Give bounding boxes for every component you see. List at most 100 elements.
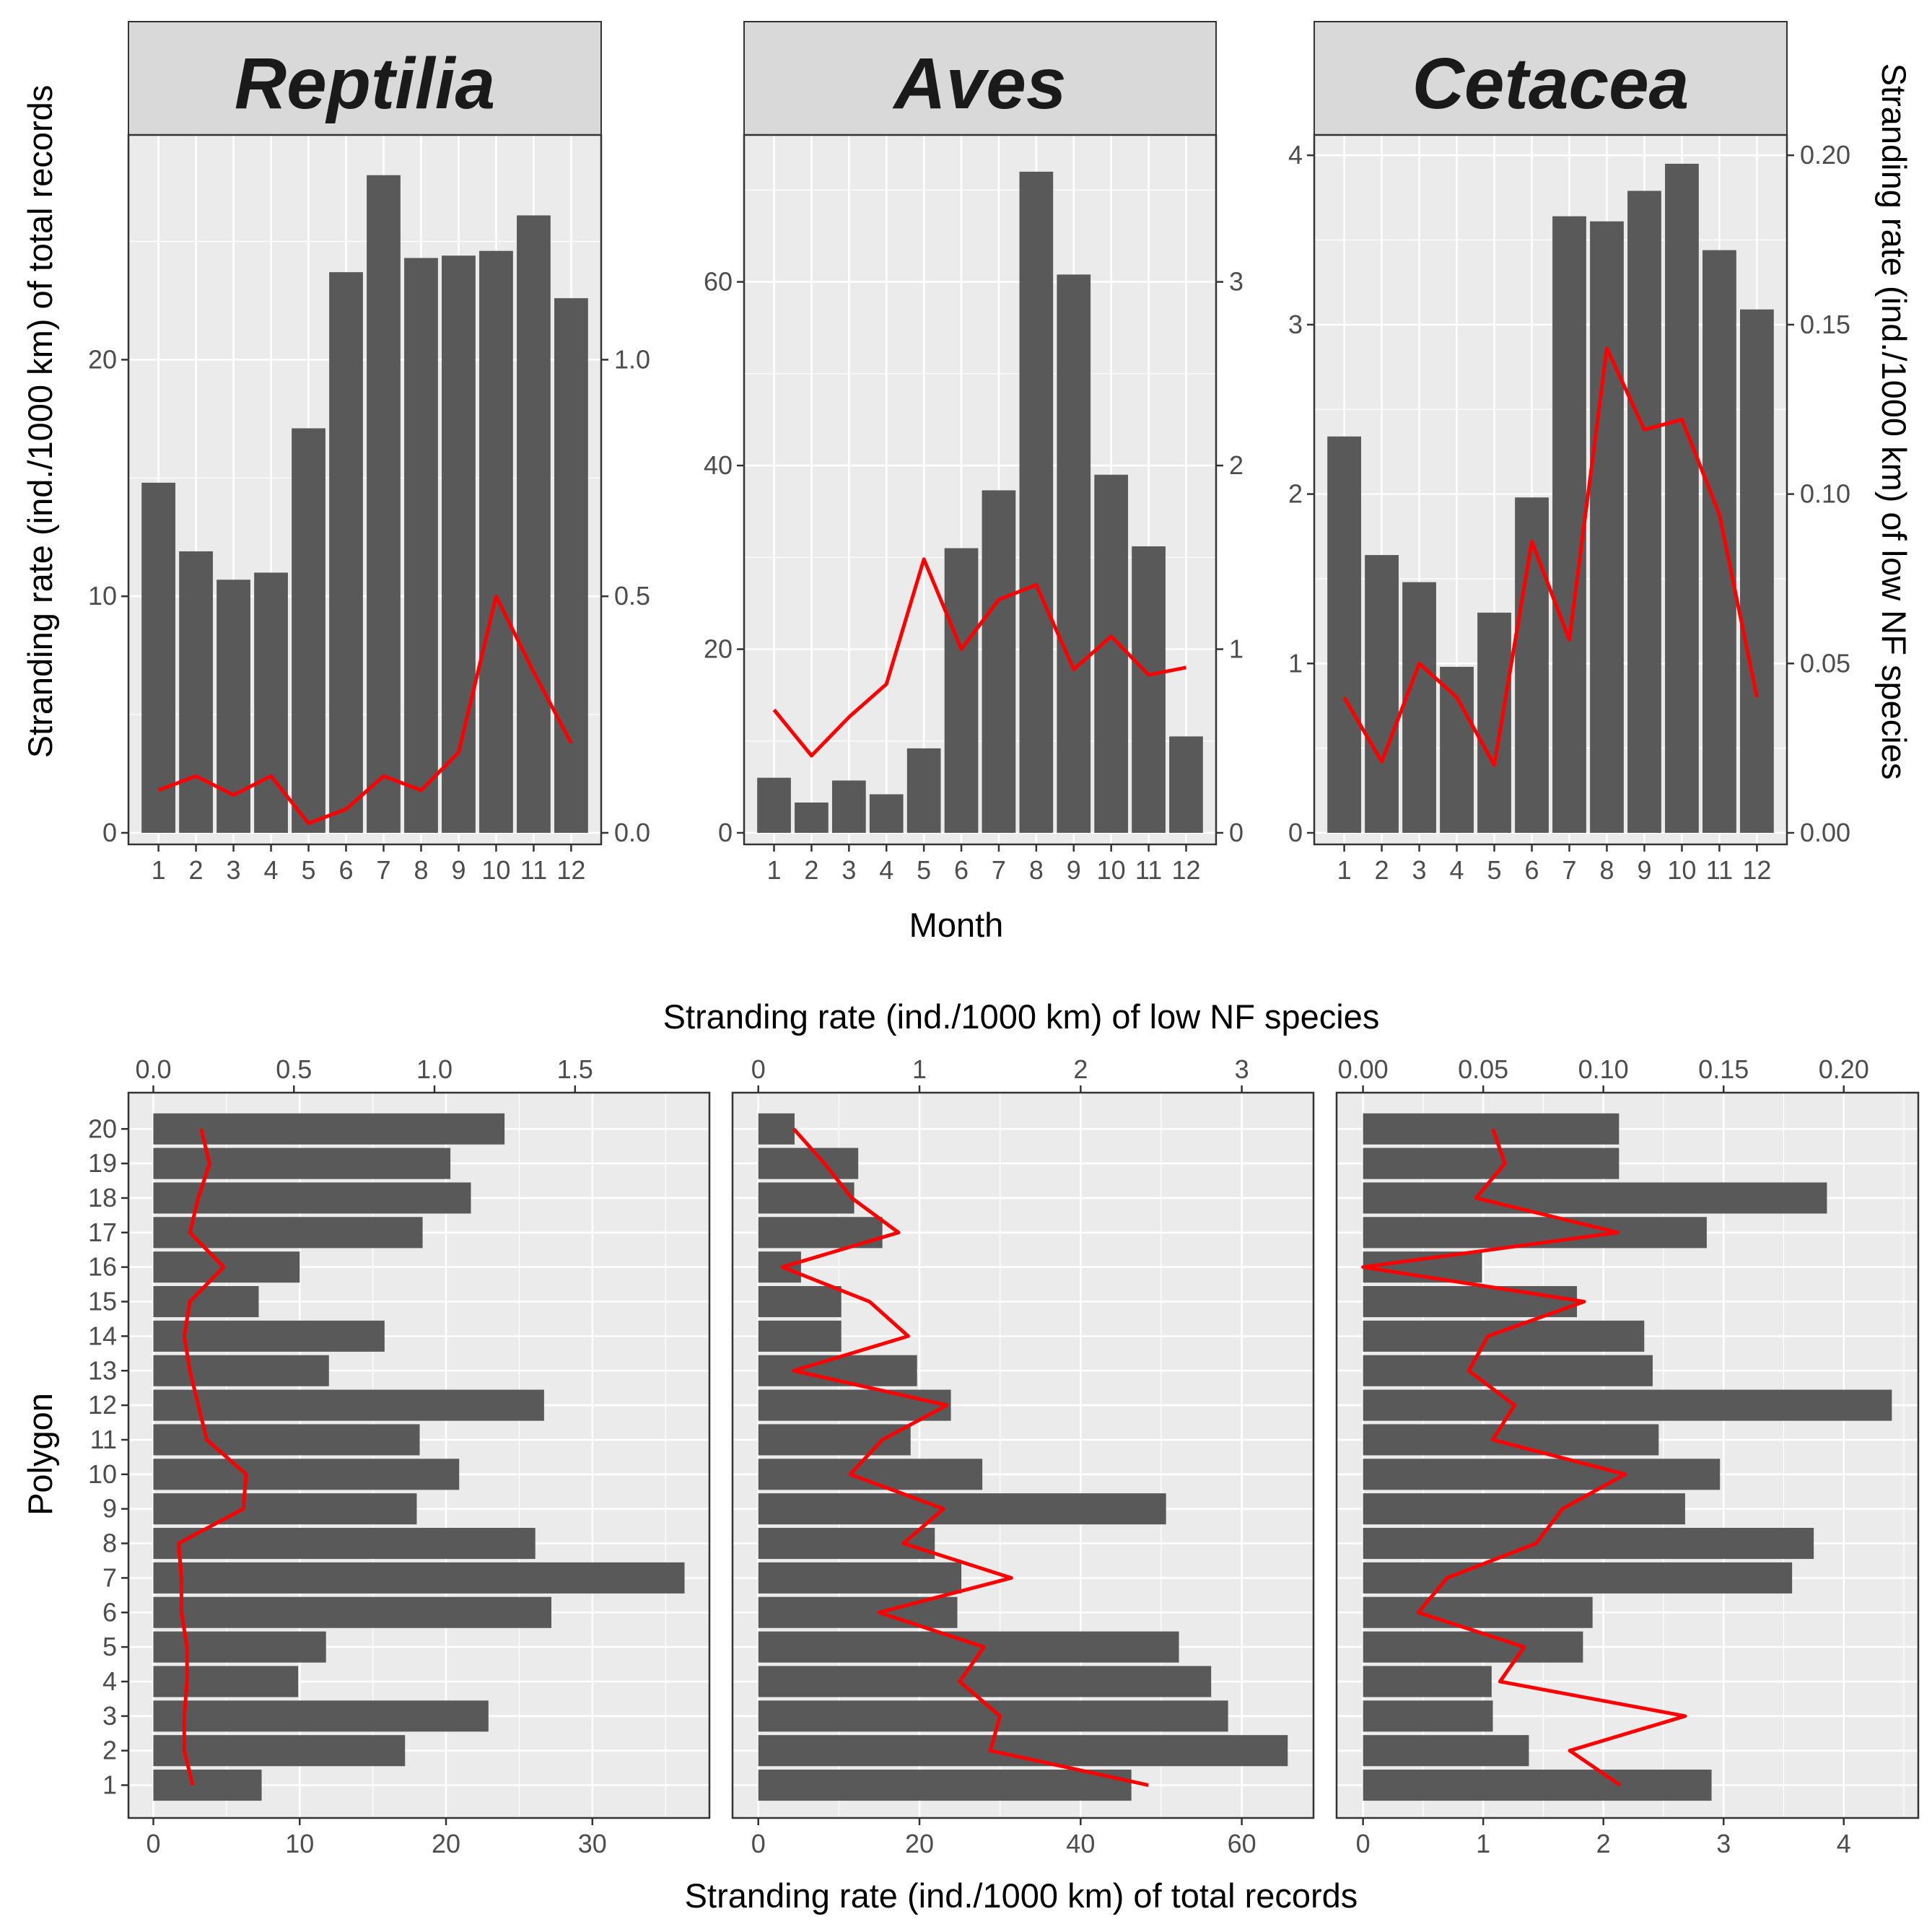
y-tick-label: 4	[102, 1666, 117, 1696]
panel-border	[127, 134, 603, 846]
polygon-panel-3: 0 1 2 3 4 0.00 0.05 0.10 0.15 0.20	[1335, 1054, 1920, 1858]
bar-polygon-9	[153, 1493, 417, 1525]
bar-month-7	[982, 490, 1016, 833]
bar-month-3	[831, 780, 866, 833]
x2-tick-label: 3	[1235, 1054, 1249, 1084]
y-tick-label: 0	[1288, 818, 1303, 847]
x-tick-label: 7	[992, 855, 1006, 885]
y2-tick-label: 1	[1229, 634, 1243, 664]
bar-month-7	[1552, 216, 1586, 834]
y2-tick-label: 3	[1229, 267, 1243, 297]
y-tick-label: 19	[88, 1148, 117, 1178]
y-tick-label: 10	[88, 1459, 117, 1489]
x-tick-label: 12	[1742, 855, 1771, 885]
x-tick-label: 0	[146, 1829, 160, 1858]
x-tick-label: 40	[1066, 1829, 1095, 1858]
y2-tick-label: 0.00	[1800, 818, 1850, 847]
bar-polygon-11	[758, 1424, 911, 1456]
x-tick-label: 0	[1356, 1829, 1371, 1858]
bar-polygon-7	[758, 1562, 962, 1594]
y2-tick-label: 0.15	[1800, 310, 1850, 339]
panel-title: Cetacea	[1412, 43, 1690, 124]
y-tick-label: 20	[704, 634, 733, 664]
bar-month-12	[1740, 309, 1774, 833]
x-tick-label: 10	[285, 1829, 314, 1858]
x-tick-label: 10	[481, 855, 510, 885]
bar-month-10	[479, 250, 513, 833]
panel-strip	[1314, 21, 1788, 136]
x2-tick-label: 1.5	[557, 1054, 593, 1084]
y-tick-label: 3	[102, 1701, 117, 1731]
x2-tick-label: 0.05	[1458, 1054, 1508, 1084]
bar-polygon-1	[153, 1770, 262, 1801]
bar-month-11	[1702, 250, 1736, 833]
bar-polygon-2	[1363, 1735, 1529, 1767]
bar-polygon-15	[1363, 1286, 1578, 1318]
y-tick-label: 2	[102, 1736, 117, 1765]
x-tick-label: 3	[227, 855, 241, 885]
bar-polygon-11	[1363, 1424, 1659, 1456]
bar-polygon-15	[758, 1286, 842, 1318]
bar-month-3	[1402, 582, 1436, 833]
y-tick-label: 17	[88, 1218, 117, 1247]
x2-tick-label: 0	[751, 1054, 766, 1084]
y-tick-label: 0	[102, 818, 117, 847]
y-tick-label: 40	[704, 450, 733, 480]
bar-polygon-7	[1363, 1562, 1793, 1594]
x2-tick-label: 0.5	[276, 1054, 312, 1084]
panel-border	[743, 134, 1218, 846]
bar-polygon-15	[153, 1286, 259, 1318]
x-tick-label: 9	[1067, 855, 1081, 885]
low-nf-line	[1342, 346, 1759, 767]
polygon-panel-2: 0 20 40 60 0 1 2 3	[731, 1054, 1315, 1858]
bar-polygon-12	[153, 1389, 544, 1421]
bar-month-6	[329, 272, 363, 833]
bar-polygon-9	[1363, 1493, 1685, 1525]
x-tick-label: 6	[954, 855, 969, 885]
bar-polygon-5	[1363, 1631, 1583, 1663]
y-tick-label: 13	[88, 1355, 117, 1385]
bar-polygon-10	[758, 1459, 983, 1490]
bar-polygon-18	[1363, 1182, 1827, 1214]
x-tick-label: 4	[1450, 855, 1464, 885]
panel-border	[127, 1091, 711, 1819]
bar-polygon-2	[153, 1735, 406, 1767]
y-tick-label: 2	[1288, 479, 1303, 509]
x-tick-label: 1	[1337, 855, 1352, 885]
bar-polygon-5	[758, 1631, 1179, 1663]
bar-polygon-11	[153, 1424, 420, 1456]
y-tick-label: 20	[88, 1114, 117, 1143]
bar-polygon-1	[758, 1770, 1132, 1801]
bar-polygon-13	[1363, 1355, 1653, 1386]
panel-border	[1313, 134, 1788, 846]
y-tick-label: 0	[718, 818, 733, 847]
y-tick-label: 9	[102, 1494, 117, 1524]
bar-polygon-10	[153, 1459, 460, 1490]
x2-tick-label: 1.0	[416, 1054, 453, 1084]
x-tick-label: 7	[376, 855, 390, 885]
y-tick-label: 1	[102, 1770, 117, 1800]
bar-month-10	[1665, 163, 1699, 833]
x-tick-label: 9	[451, 855, 465, 885]
x-tick-label: 3	[1716, 1829, 1731, 1858]
bar-month-1	[757, 777, 791, 833]
x2-tick-label: 0.20	[1819, 1054, 1869, 1084]
x-tick-label: 2	[1596, 1829, 1611, 1858]
low-nf-line	[1361, 1128, 1687, 1787]
y2-tick-label: 0	[1229, 818, 1243, 847]
bar-month-8	[404, 258, 438, 833]
y-tick-label: 16	[88, 1252, 117, 1282]
bar-month-10	[1094, 474, 1129, 833]
bar-polygon-5	[153, 1631, 326, 1663]
y-tick-label: 14	[88, 1321, 117, 1350]
bar-polygon-4	[1363, 1666, 1492, 1697]
bar-month-1	[1327, 436, 1361, 833]
bar-polygon-12	[1363, 1389, 1892, 1421]
polygon-axis-title: Polygon	[21, 1393, 59, 1516]
y2-tick-label: 0.0	[614, 818, 650, 847]
y-tick-label: 60	[704, 267, 733, 297]
bar-month-8	[1019, 171, 1054, 834]
